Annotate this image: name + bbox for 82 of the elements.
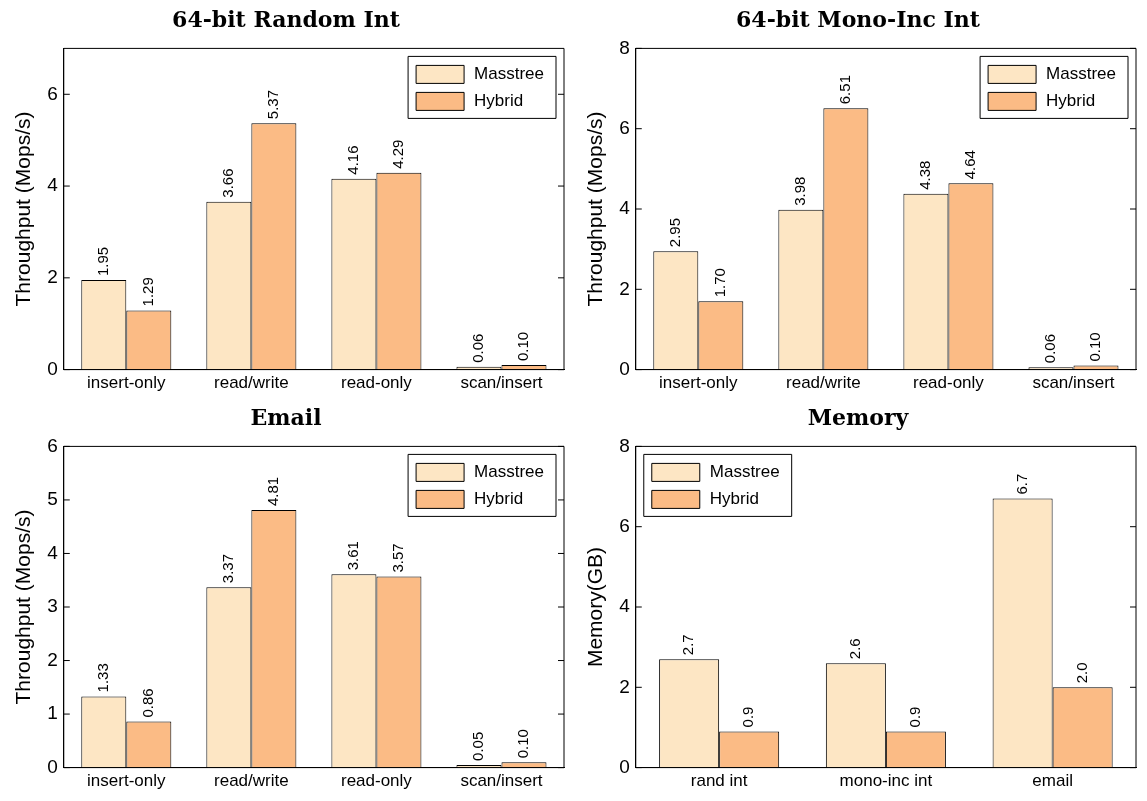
data-label: 2.95 — [665, 217, 683, 248]
y-tick-label: 0 — [47, 357, 58, 379]
data-label: 4.81 — [264, 476, 282, 507]
y-axis-title: Throughput (Mops/s) — [11, 111, 35, 307]
data-label: 1.70 — [710, 268, 728, 298]
x-tick-label: read-only — [340, 373, 413, 393]
x-tick-label: read/write — [214, 373, 289, 393]
data-label: 3.98 — [790, 176, 808, 206]
y-tick-label: 6 — [47, 82, 58, 104]
x-tick-label: insert-only — [87, 373, 166, 393]
y-tick-label: 4 — [619, 595, 631, 617]
y-tick-label: 0 — [619, 357, 630, 379]
data-label: 0.10 — [1086, 332, 1104, 362]
data-label: 1.33 — [93, 663, 111, 693]
legend-label: Masstree — [709, 462, 780, 482]
y-tick-label: 4 — [47, 174, 59, 196]
data-label: 4.16 — [344, 145, 362, 175]
y-tick-label: 6 — [619, 514, 630, 536]
data-label: 3.61 — [344, 541, 362, 571]
y-tick-label: 2 — [619, 675, 630, 697]
y-axis-title: Memory(GB) — [583, 546, 607, 668]
x-tick-label: scan/insert — [460, 771, 543, 791]
data-label: 0.10 — [514, 331, 532, 362]
data-label: 0.9 — [906, 706, 924, 728]
x-tick-label: scan/insert — [460, 373, 543, 393]
y-tick-label: 2 — [47, 648, 58, 670]
legend-label: Hybrid — [1046, 91, 1096, 111]
y-axis-title: Throughput (Mops/s) — [11, 509, 35, 705]
data-label: 2.6 — [846, 638, 864, 660]
y-tick-label: 2 — [47, 266, 58, 288]
legend-label: Masstree — [474, 462, 545, 482]
data-label: 4.29 — [389, 139, 407, 169]
y-tick-label: 8 — [619, 36, 630, 58]
y-tick-label: 5 — [47, 488, 58, 510]
y-tick-label: 1 — [47, 702, 58, 724]
x-tick-label: read-only — [912, 373, 985, 393]
y-tick-label: 0 — [619, 755, 630, 777]
y-tick-label: 0 — [47, 755, 58, 777]
data-label: 4.38 — [916, 160, 934, 190]
legend-label: Masstree — [474, 64, 545, 84]
chart-title: Memory — [807, 403, 910, 430]
legend-label: Hybrid — [474, 91, 524, 111]
y-tick-label: 6 — [619, 116, 630, 138]
data-label: 0.10 — [514, 729, 532, 759]
x-tick-label: read/write — [786, 373, 861, 393]
data-label: 3.66 — [218, 168, 236, 198]
x-tick-label: insert-only — [659, 373, 738, 393]
x-tick-label: scan/insert — [1032, 373, 1115, 393]
legend-label: Hybrid — [474, 489, 524, 509]
data-label: 0.9 — [739, 706, 757, 728]
data-label: 6.51 — [836, 75, 854, 105]
data-label: 2.7 — [679, 634, 697, 656]
data-label: 6.7 — [1012, 473, 1030, 495]
y-tick-label: 4 — [47, 541, 59, 563]
y-tick-label: 6 — [47, 434, 58, 456]
chart-title: 64-bit Random Int — [172, 5, 401, 32]
data-label: 1.95 — [93, 246, 111, 277]
x-tick-label: mono-inc int — [839, 771, 933, 791]
x-tick-label: email — [1032, 771, 1073, 791]
data-label: 2.0 — [1072, 662, 1090, 684]
y-tick-label: 3 — [47, 595, 58, 617]
y-tick-label: 8 — [619, 434, 630, 456]
data-label: 0.05 — [469, 731, 487, 761]
x-tick-label: insert-only — [87, 771, 166, 791]
legend-label: Hybrid — [709, 489, 759, 509]
data-label: 0.06 — [469, 333, 487, 363]
x-tick-label: read/write — [214, 771, 289, 791]
x-tick-label: read-only — [340, 771, 413, 791]
data-label: 3.37 — [218, 553, 236, 584]
y-tick-label: 2 — [619, 277, 630, 299]
chart-title: Email — [250, 403, 322, 430]
data-label: 5.37 — [264, 89, 282, 120]
y-tick-label: 4 — [619, 197, 631, 219]
x-tick-label: rand int — [690, 771, 748, 791]
data-label: 1.29 — [138, 277, 156, 307]
data-label: 3.57 — [389, 543, 407, 573]
data-label: 0.86 — [138, 688, 156, 718]
data-label: 4.64 — [961, 150, 979, 180]
y-axis-title: Throughput (Mops/s) — [583, 111, 607, 307]
data-label: 0.06 — [1041, 333, 1059, 364]
chart-title: 64-bit Mono-Inc Int — [736, 5, 981, 32]
legend-label: Masstree — [1046, 64, 1117, 84]
